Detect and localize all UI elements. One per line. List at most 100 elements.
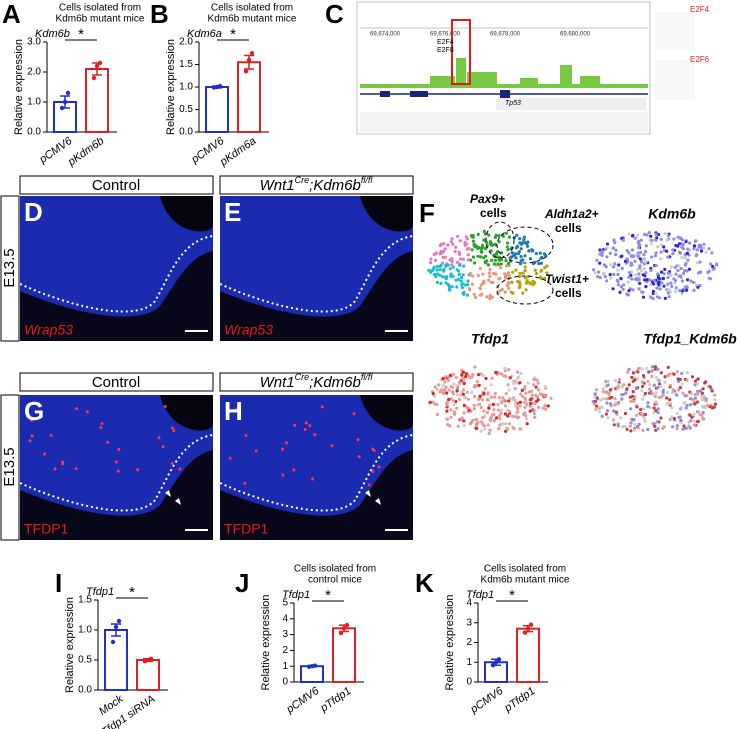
cell xyxy=(477,397,481,401)
cell xyxy=(620,397,624,401)
cell xyxy=(459,279,463,283)
cell xyxy=(666,282,670,286)
cell xyxy=(668,398,672,402)
cell xyxy=(478,267,482,271)
cell xyxy=(439,388,443,392)
nucleus xyxy=(163,404,167,408)
cell xyxy=(532,409,536,413)
cell xyxy=(506,427,510,431)
nucleus xyxy=(293,423,297,427)
cell xyxy=(530,249,535,253)
cell xyxy=(465,247,469,251)
cell xyxy=(451,265,455,269)
cell xyxy=(655,377,660,382)
cell xyxy=(530,393,535,397)
cell xyxy=(640,389,644,393)
cell xyxy=(459,393,463,397)
cell xyxy=(597,270,601,274)
cell xyxy=(706,270,710,275)
cell xyxy=(631,394,635,398)
y-tick-label: 2 xyxy=(282,645,288,656)
cell xyxy=(672,372,676,376)
cell xyxy=(668,288,672,292)
cell xyxy=(481,422,485,426)
x-tick-label: pKdm6b xyxy=(65,135,106,169)
nucleus xyxy=(170,462,174,466)
cell xyxy=(645,366,649,370)
cell xyxy=(616,402,620,406)
cell xyxy=(455,389,459,393)
cell xyxy=(633,428,637,432)
cell xyxy=(488,267,492,271)
cell xyxy=(538,251,542,255)
cell xyxy=(703,405,708,410)
background xyxy=(220,251,413,341)
cell xyxy=(696,392,700,396)
cell xyxy=(455,260,460,264)
cell xyxy=(693,383,697,387)
cell xyxy=(525,402,529,406)
cell xyxy=(652,406,656,410)
cell xyxy=(475,423,479,427)
data-point xyxy=(65,90,71,96)
cell xyxy=(608,388,612,392)
cell xyxy=(521,258,525,262)
cell xyxy=(502,398,506,402)
cell xyxy=(490,376,494,380)
cell xyxy=(454,278,458,282)
cell xyxy=(494,371,498,375)
svg-text:69,674,000: 69,674,000 xyxy=(370,32,401,38)
cell xyxy=(680,279,685,283)
cell xyxy=(492,272,496,276)
panel-letter: D xyxy=(24,197,43,227)
cell xyxy=(539,256,543,260)
cell xyxy=(451,242,455,246)
cell xyxy=(456,234,460,238)
cell xyxy=(684,406,688,410)
cell xyxy=(491,402,495,406)
cell xyxy=(465,390,469,394)
data-point xyxy=(116,618,122,624)
cell xyxy=(451,399,456,403)
cell xyxy=(429,257,433,261)
cell xyxy=(450,285,454,289)
cell xyxy=(687,267,692,271)
cell xyxy=(614,248,618,252)
cell xyxy=(523,254,527,258)
cell xyxy=(487,403,492,408)
cell xyxy=(669,273,673,278)
cell xyxy=(649,242,653,246)
nucleus xyxy=(313,433,317,437)
cell xyxy=(600,253,604,257)
cell xyxy=(520,242,524,246)
y-tick-label: 0.5 xyxy=(78,655,92,666)
cell xyxy=(696,389,700,394)
cell xyxy=(447,397,451,402)
cell xyxy=(507,274,511,278)
cell xyxy=(626,370,630,374)
cell xyxy=(602,271,606,275)
cell xyxy=(656,407,660,411)
nucleus xyxy=(308,424,312,428)
cell xyxy=(600,405,604,410)
data-point xyxy=(522,630,528,635)
cell xyxy=(652,282,656,286)
cell xyxy=(471,418,475,422)
cell xyxy=(711,267,715,271)
nucleus xyxy=(157,436,161,440)
cell xyxy=(499,262,503,266)
cell xyxy=(532,412,537,416)
cell xyxy=(592,268,596,272)
cell xyxy=(650,255,654,259)
cell xyxy=(673,281,677,285)
cell xyxy=(617,263,621,267)
cell xyxy=(685,403,689,408)
nucleus xyxy=(61,462,65,466)
header-box xyxy=(219,175,414,195)
cell xyxy=(451,385,455,389)
cell xyxy=(455,392,459,396)
cell xyxy=(645,233,649,237)
cell xyxy=(444,385,448,389)
cell xyxy=(462,419,466,423)
cell xyxy=(669,383,673,387)
